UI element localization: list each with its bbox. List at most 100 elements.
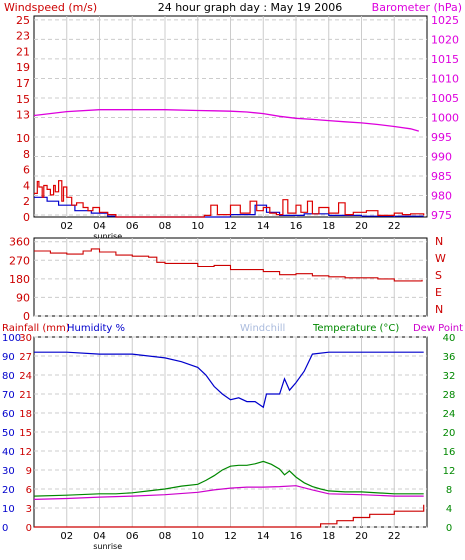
wind-barometer-panel: 0246810131517192123259759809859909951000…: [16, 14, 459, 241]
hour-tick-label: 18: [322, 531, 335, 542]
windspeed-tick-label: 19: [16, 61, 30, 74]
hour-tick-label: 04: [93, 531, 106, 542]
humidity-tick-label: 80: [2, 371, 15, 382]
rainfall-tick-label: 30: [19, 333, 32, 344]
hour-tick-label: 14: [257, 221, 270, 232]
rainfall-tick-label: 12: [19, 447, 32, 458]
temperature-tick-label: 12: [443, 466, 456, 477]
temperature-tick-label: 16: [443, 447, 456, 458]
windspeed-tick-label: 23: [16, 30, 30, 43]
humidity-tick-label: 20: [2, 485, 15, 496]
humidity-tick-label: 70: [2, 390, 15, 401]
hour-tick-label: 22: [388, 221, 401, 232]
rainfall-tick-label: 18: [19, 409, 32, 420]
temperature-tick-label: 28: [443, 390, 456, 401]
rainfall-tick-label: 9: [26, 466, 32, 477]
sunrise-label: sunrise: [93, 542, 122, 551]
humidity-tick-label: 40: [2, 447, 15, 458]
barometer-tick-label: 980: [431, 190, 452, 203]
windspeed-tick-label: 0: [23, 211, 30, 224]
hour-tick-label: 20: [355, 221, 368, 232]
hour-tick-label: 12: [224, 531, 237, 542]
hour-tick-label: 18: [322, 221, 335, 232]
windspeed-tick-label: 17: [16, 77, 30, 90]
temperature-tick-label: 36: [443, 352, 456, 363]
direction-tick-label: 270: [9, 254, 30, 267]
humidity-tick-label: 50: [2, 428, 15, 439]
direction-tick-label: 180: [9, 273, 30, 286]
hour-tick-label: 08: [159, 531, 172, 542]
humidity-line: [34, 351, 424, 409]
humidity-tick-label: 30: [2, 466, 15, 477]
barometer-tick-label: 1025: [431, 14, 459, 27]
barometer-tick-label: 995: [431, 131, 452, 144]
rainfall-line: [34, 504, 425, 528]
rainfall-tick-label: 0: [26, 523, 32, 534]
hour-tick-label: 16: [290, 531, 303, 542]
windspeed-axis-title: Windspeed (m/s): [4, 1, 97, 14]
temperature-tick-label: 20: [443, 428, 456, 439]
temperature-tick-label: 4: [446, 504, 452, 515]
temperature-tick-label: 32: [443, 371, 456, 382]
dewpoint-legend: Dew Point: [413, 323, 463, 334]
direction-tick-label: 0: [23, 310, 30, 323]
sunrise-label: sunrise: [93, 232, 122, 241]
humidity-tick-label: 0: [2, 523, 8, 534]
rainfall-tick-label: 24: [19, 371, 32, 382]
hour-tick-label: 06: [126, 221, 139, 232]
windspeed-tick-label: 13: [16, 109, 30, 122]
rainfall-tick-label: 21: [19, 390, 32, 401]
barometer-tick-label: 1020: [431, 33, 459, 46]
windspeed-tick-label: 8: [23, 148, 30, 161]
hour-tick-label: 16: [290, 221, 303, 232]
windspeed-tick-label: 10: [16, 132, 30, 145]
rainfall-tick-label: 27: [19, 352, 32, 363]
temperature-humidity-panel: 0102030405060708090100036912151821242730…: [2, 333, 455, 551]
barometer-tick-label: 1010: [431, 72, 459, 85]
compass-label: N: [435, 235, 443, 248]
temperature-tick-label: 0: [446, 523, 452, 534]
barometer-tick-label: 975: [431, 209, 452, 222]
rainfall-tick-label: 3: [26, 504, 32, 515]
barometer-tick-label: 985: [431, 170, 452, 183]
rainfall-axis-title: Rainfall (mm): [2, 323, 70, 334]
windspeed-tick-label: 2: [23, 195, 30, 208]
direction-tick-label: 90: [16, 291, 30, 304]
hour-tick-label: 10: [191, 221, 204, 232]
hour-tick-label: 20: [355, 531, 368, 542]
wind-direction-line: [34, 248, 423, 282]
temperature-tick-label: 8: [446, 485, 452, 496]
humidity-tick-label: 10: [2, 504, 15, 515]
wind_gust-line: [34, 180, 425, 218]
hour-tick-label: 10: [191, 531, 204, 542]
barometer-tick-label: 990: [431, 151, 452, 164]
dewpoint-line: [33, 485, 424, 500]
hour-tick-label: 22: [388, 531, 401, 542]
barometer-tick-label: 1005: [431, 92, 459, 105]
hour-tick-label: 02: [60, 221, 73, 232]
humidity-tick-label: 90: [2, 352, 15, 363]
rainfall-tick-label: 6: [26, 485, 32, 496]
temperature-tick-label: 40: [443, 333, 456, 344]
hour-tick-label: 02: [60, 531, 73, 542]
windspeed-tick-label: 15: [16, 93, 30, 106]
rainfall-tick-label: 15: [19, 428, 32, 439]
compass-label: W: [435, 252, 446, 265]
barometer-tick-label: 1015: [431, 53, 459, 66]
humidity-tick-label: 100: [2, 333, 21, 344]
compass-label: E: [435, 286, 442, 299]
humidity-axis-title: Humidity %: [67, 323, 125, 334]
hour-tick-label: 08: [159, 221, 172, 232]
windspeed-tick-label: 25: [16, 14, 30, 27]
hour-tick-label: 12: [224, 221, 237, 232]
compass-label: S: [435, 269, 442, 282]
windspeed-tick-label: 21: [16, 45, 30, 58]
windchill-legend: Windchill: [240, 323, 285, 334]
hour-tick-label: 14: [257, 531, 270, 542]
temperature-line: [33, 460, 424, 497]
temperature-tick-label: 24: [443, 409, 456, 420]
hour-tick-label: 06: [126, 531, 139, 542]
windspeed-tick-label: 6: [23, 164, 30, 177]
